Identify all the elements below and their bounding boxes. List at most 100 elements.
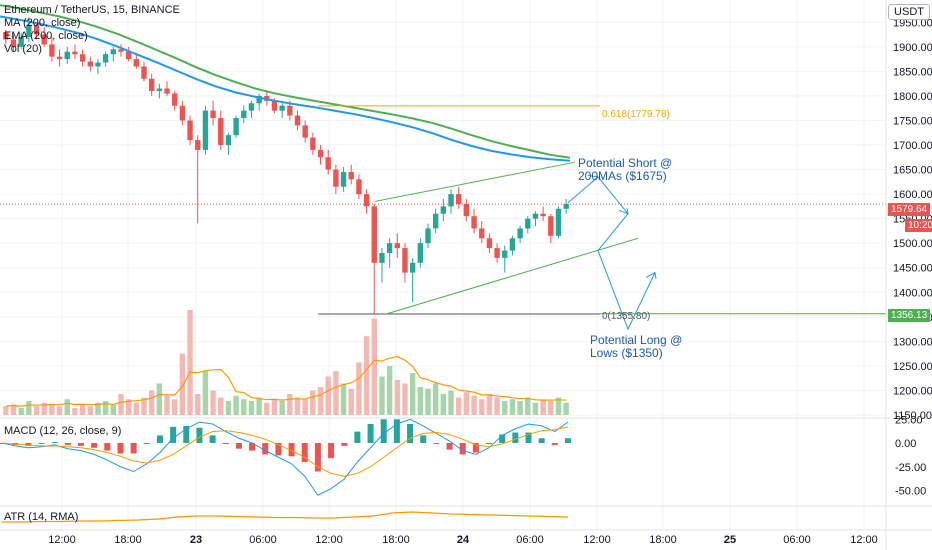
candle-body [102, 54, 109, 63]
macd-histogram-bar [328, 443, 335, 459]
volume-bar [548, 401, 554, 415]
macd-histogram-bar [380, 419, 387, 443]
macd-histogram-bar [565, 438, 571, 443]
volume-bar [41, 402, 47, 415]
volume-bar [402, 383, 408, 415]
volume-bar [210, 390, 216, 415]
macd-histogram-bar [235, 443, 242, 449]
macd-line [1, 418, 569, 496]
macd-histogram-bar [314, 443, 321, 472]
candle-body [333, 169, 339, 187]
atr-title[interactable]: ATR (14, RMA) [4, 511, 79, 523]
short-annotation[interactable]: Potential Short @ 200MAs ($1675) [578, 157, 672, 183]
short-line-1: Potential Short @ [578, 156, 673, 170]
candle-body [164, 88, 170, 94]
candle-body [241, 110, 247, 118]
candle-body [555, 208, 562, 236]
macd-histogram-bar [407, 424, 414, 443]
macd-histogram-bar [459, 443, 466, 455]
projection-arrow [567, 176, 656, 331]
macd-histogram-bar [209, 435, 216, 443]
long-annotation[interactable]: Potential Long @ Lows ($1350) [590, 334, 682, 360]
volume-bar [555, 397, 562, 415]
price-tick: 1200.00 [893, 385, 932, 397]
macd-tick: 0.00 [895, 438, 916, 450]
volume-bar [486, 394, 493, 415]
candle-body [417, 243, 424, 263]
currency-button[interactable]: USDT [888, 4, 930, 20]
macd-histogram-bar [143, 443, 150, 444]
macd-tick: -50.00 [895, 486, 926, 498]
volume-legend[interactable]: Vol (20) [4, 43, 42, 55]
volume-bar [133, 402, 140, 415]
volume-bar [87, 406, 93, 415]
candle-body [56, 56, 63, 60]
macd-histogram-bar [156, 435, 163, 443]
volume-bar [371, 318, 377, 415]
volume-bar [532, 402, 539, 415]
macd-histogram-bar [512, 432, 519, 443]
price-tick: 1450.00 [893, 263, 932, 275]
candle-body [256, 95, 262, 104]
candle-body [233, 118, 239, 136]
time-tick: 12:00 [583, 534, 611, 546]
candle-body [356, 179, 362, 195]
volume-bar [302, 399, 308, 415]
ema-legend[interactable]: EMA (200, close) [4, 30, 88, 42]
candle-body [340, 172, 347, 187]
macd-histogram-bar [341, 443, 348, 446]
symbol-title[interactable]: Ethereum / TetherUS, 15, BINANCE [4, 4, 180, 16]
candle-body [218, 118, 224, 145]
macd-histogram-bar [393, 419, 400, 443]
volume-bar [417, 387, 424, 415]
volume-bar [118, 394, 124, 415]
volume-bar [141, 397, 147, 415]
macd-histogram-bar [249, 443, 256, 451]
price-tick: 1600.00 [893, 189, 932, 201]
candle-body [195, 140, 201, 150]
channel-upper [374, 161, 576, 202]
candle-body [172, 93, 178, 106]
macd-histogram-bar [183, 425, 190, 443]
volume-bar [448, 390, 454, 415]
time-tick: 12:00 [48, 534, 76, 546]
volume-ma-line [5, 356, 567, 407]
macd-histogram-bar [170, 426, 177, 443]
candle-body [517, 228, 523, 239]
volume-bar [195, 394, 201, 415]
volume-bar [494, 397, 500, 415]
volume-bar [356, 362, 362, 415]
countdown-label: 10:20 [905, 219, 932, 232]
macd-title[interactable]: MACD (12, 26, close, 9) [4, 425, 122, 437]
volume-bar [241, 399, 247, 415]
candlesticks [3, 17, 569, 315]
chart-legend: Ethereum / TetherUS, 15, BINANCE MA (200… [4, 4, 180, 56]
signal-line [1, 426, 569, 477]
price-tick: 1650.00 [893, 165, 932, 177]
candle-body [133, 59, 140, 67]
volume-bar [102, 401, 109, 415]
volume-bar [463, 392, 470, 415]
ma-legend[interactable]: MA (200, close) [4, 17, 81, 29]
time-tick: 12:00 [850, 534, 878, 546]
drawings [0, 105, 886, 331]
candle-body [3, 32, 9, 40]
moving-averages [0, 4, 571, 162]
volume-bar [279, 401, 285, 415]
candle-body [456, 194, 462, 204]
ema200-line [0, 15, 571, 162]
price-tick: 1800.00 [893, 91, 932, 103]
volume-bar [340, 383, 347, 415]
volume-bar [248, 401, 255, 415]
candle-body [409, 262, 416, 273]
volume-bar [3, 406, 9, 415]
price-tick: 1500.00 [893, 238, 932, 250]
candle-body [10, 39, 17, 47]
candle-body [425, 228, 431, 244]
channel-lower [384, 237, 639, 315]
atr-line [2, 511, 569, 523]
macd-histogram-bar [301, 443, 308, 462]
candle-body [363, 194, 370, 207]
volume-bar [164, 395, 170, 415]
